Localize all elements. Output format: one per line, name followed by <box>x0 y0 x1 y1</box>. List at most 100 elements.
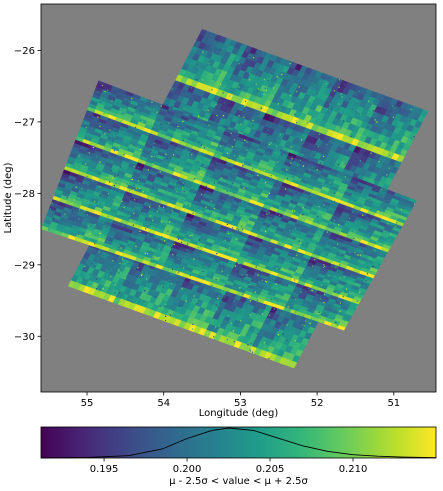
noise-speck <box>136 301 138 303</box>
noise-speck <box>337 164 340 166</box>
noise-speck <box>182 182 184 184</box>
noise-speck <box>195 79 198 81</box>
noise-speck <box>219 48 222 51</box>
noise-speck <box>310 120 312 122</box>
noise-speck <box>305 318 308 320</box>
noise-speck <box>151 155 153 158</box>
noise-speck <box>180 241 182 244</box>
noise-speck <box>388 167 390 169</box>
noise-speck <box>347 139 349 142</box>
noise-speck <box>272 134 274 136</box>
noise-speck <box>261 313 263 315</box>
noise-speck <box>267 129 269 131</box>
noise-speck <box>191 238 194 240</box>
noise-speck <box>108 290 110 292</box>
noise-speck <box>240 214 242 217</box>
noise-speck <box>202 79 204 81</box>
noise-speck <box>244 105 246 107</box>
noise-speck <box>325 82 327 85</box>
noise-speck <box>250 342 252 345</box>
noise-speck <box>131 218 133 220</box>
noise-speck <box>323 204 325 206</box>
noise-speck <box>168 279 170 281</box>
noise-speck <box>215 326 217 328</box>
noise-speck <box>234 265 236 267</box>
noise-speck <box>227 314 229 317</box>
noise-speck <box>241 274 243 276</box>
noise-speck <box>300 291 302 293</box>
noise-speck <box>133 189 135 191</box>
noise-speck <box>390 127 392 129</box>
noise-speck <box>242 113 244 115</box>
noise-speck <box>82 278 84 280</box>
noise-speck <box>317 146 319 148</box>
noise-speck <box>98 251 100 253</box>
noise-speck <box>270 55 272 57</box>
noise-speck <box>281 132 283 134</box>
noise-speck <box>111 160 113 163</box>
noise-speck <box>197 247 200 249</box>
noise-speck <box>104 133 106 135</box>
noise-speck <box>263 342 265 344</box>
noise-speck <box>97 91 99 93</box>
noise-speck <box>393 158 395 160</box>
noise-speck <box>196 186 198 188</box>
noise-speck <box>118 292 120 294</box>
noise-speck <box>362 214 364 216</box>
noise-speck <box>108 287 111 290</box>
noise-speck <box>166 158 168 160</box>
noise-speck <box>331 108 333 110</box>
noise-speck <box>270 175 272 177</box>
noise-speck <box>354 190 357 193</box>
noise-speck <box>161 239 163 241</box>
noise-speck <box>146 142 148 144</box>
noise-speck <box>287 137 289 139</box>
noise-speck <box>152 204 154 206</box>
noise-speck <box>199 151 201 153</box>
noise-speck <box>242 123 244 125</box>
noise-speck <box>396 141 399 143</box>
noise-speck <box>82 230 84 232</box>
noise-speck <box>314 154 316 156</box>
noise-speck <box>226 338 229 341</box>
noise-speck <box>267 349 269 351</box>
noise-speck <box>359 254 361 256</box>
noise-speck <box>122 210 124 212</box>
noise-speck <box>369 198 371 200</box>
noise-speck <box>350 257 352 259</box>
noise-speck <box>323 264 325 266</box>
noise-speck <box>249 296 251 298</box>
noise-speck <box>248 79 251 81</box>
noise-speck <box>290 95 292 97</box>
noise-speck <box>278 325 280 327</box>
noise-speck <box>215 304 217 306</box>
noise-speck <box>399 114 402 116</box>
noise-speck <box>200 106 202 109</box>
noise-speck <box>150 214 152 217</box>
noise-speck <box>330 161 332 163</box>
noise-speck <box>155 111 157 113</box>
noise-speck <box>384 132 386 134</box>
noise-speck <box>376 101 378 103</box>
noise-speck <box>299 116 302 118</box>
noise-speck <box>267 134 269 137</box>
noise-speck <box>343 276 345 278</box>
noise-speck <box>338 103 340 105</box>
noise-speck <box>337 79 340 81</box>
noise-speck <box>211 136 213 139</box>
noise-speck <box>58 221 60 223</box>
noise-speck <box>132 174 134 176</box>
noise-speck <box>331 137 333 140</box>
noise-speck <box>276 76 278 78</box>
noise-speck <box>408 122 410 124</box>
noise-speck <box>300 227 302 229</box>
noise-speck <box>177 162 179 164</box>
noise-speck <box>319 317 321 319</box>
noise-speck <box>255 83 257 85</box>
noise-speck <box>242 44 244 46</box>
noise-speck <box>161 284 163 287</box>
noise-speck <box>109 272 112 274</box>
noise-speck <box>92 286 94 289</box>
noise-speck <box>92 180 94 182</box>
noise-speck <box>161 238 163 240</box>
